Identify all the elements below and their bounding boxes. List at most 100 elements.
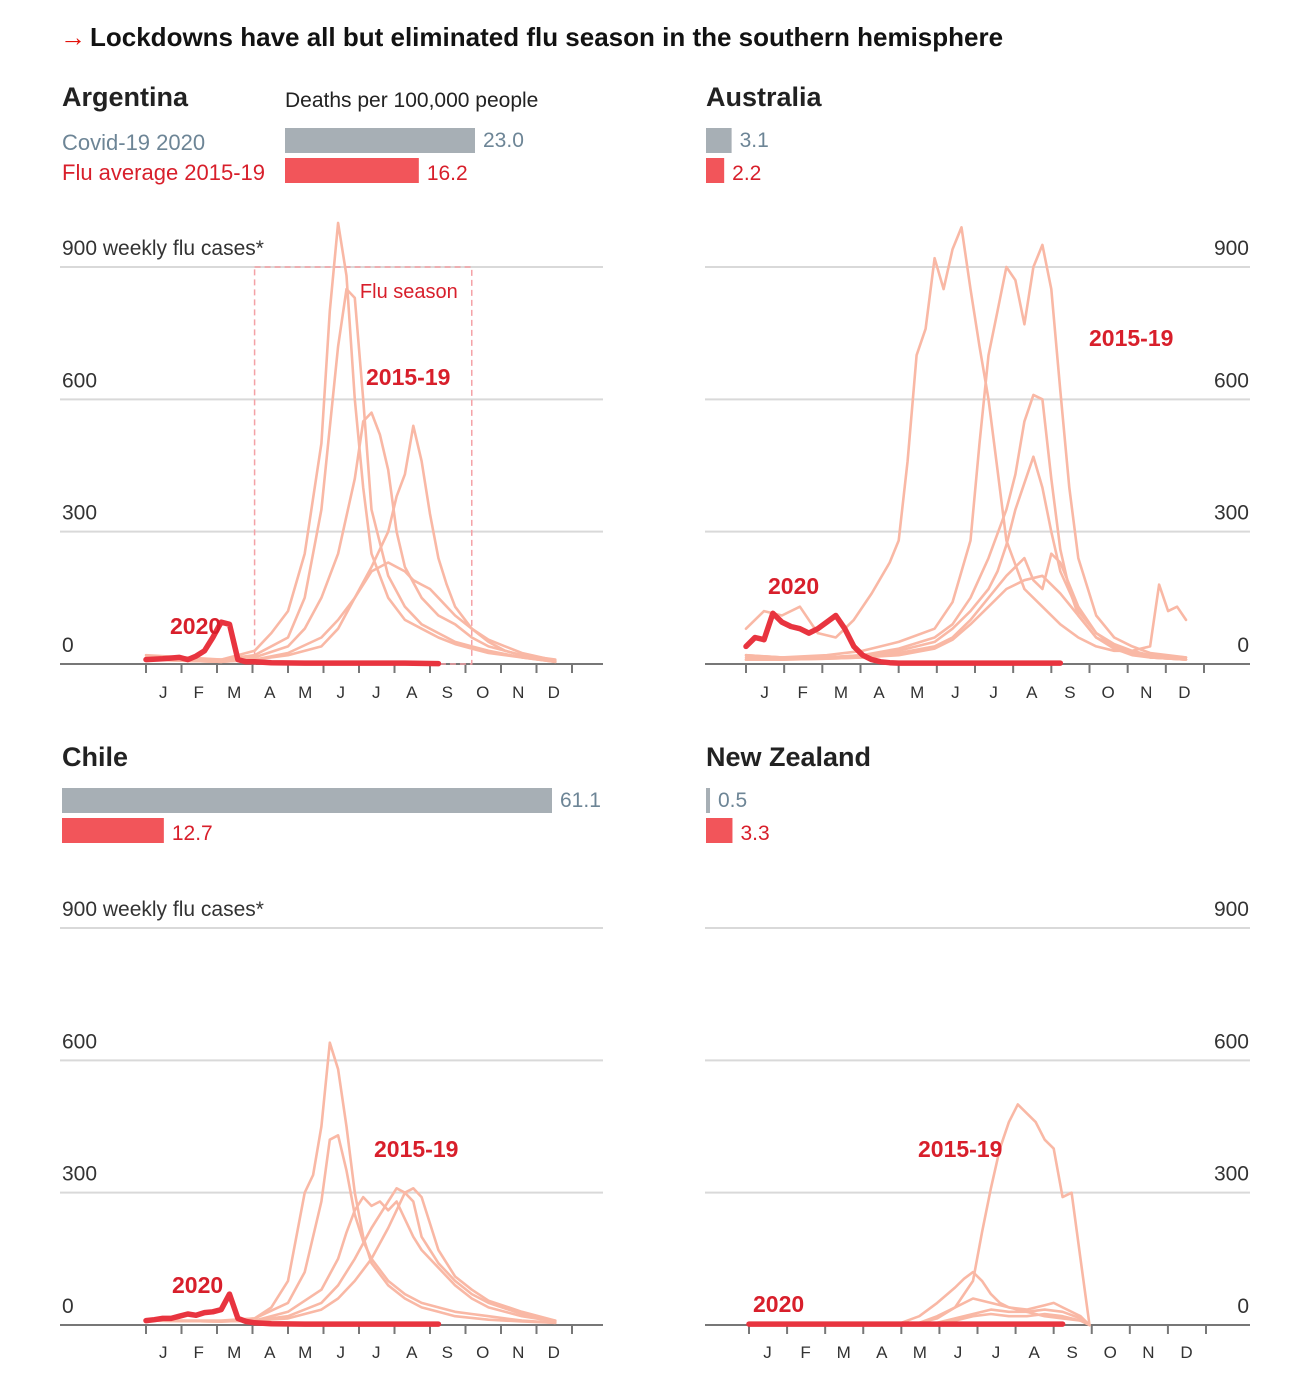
annotation-2015-19: 2015-19 — [918, 1136, 1002, 1162]
country-title: Chile — [62, 742, 128, 772]
x-tick-label: A — [406, 1343, 418, 1362]
y-tick-label: 300 — [62, 502, 97, 525]
annotation-2020: 2020 — [170, 613, 221, 639]
x-tick-label: O — [476, 1343, 490, 1362]
x-tick-label: J — [372, 683, 382, 702]
series-2020-line — [143, 1291, 442, 1327]
series-2015-19-line — [144, 411, 557, 664]
series-2015-19-line — [747, 1308, 1091, 1327]
annotation-2015-19: 2015-19 — [374, 1136, 458, 1162]
flu-death-value: 12.7 — [172, 822, 213, 845]
covid-death-bar — [285, 128, 475, 153]
country-title: Argentina — [62, 82, 189, 112]
flu-death-value: 3.3 — [740, 822, 769, 845]
x-tick-label: D — [1178, 683, 1191, 702]
x-tick-label: J — [337, 1343, 347, 1362]
series-2015-19-line — [747, 1297, 1091, 1327]
annotation-2020: 2020 — [753, 1291, 804, 1317]
y-tick-label: 300 — [1214, 1163, 1249, 1186]
x-tick-label: N — [1140, 683, 1153, 702]
x-tick-label: S — [1064, 683, 1076, 702]
x-tick-label: D — [548, 683, 561, 702]
x-tick-label: J — [760, 683, 770, 702]
covid-death-value: 61.1 — [560, 789, 601, 812]
annotation-2015-19: 2015-19 — [366, 364, 450, 390]
country-title: New Zealand — [706, 742, 871, 772]
x-tick-label: A — [264, 1343, 276, 1362]
y-tick-label: 600 — [1214, 369, 1249, 392]
x-tick-label: M — [913, 1343, 928, 1362]
x-tick-label: A — [1026, 683, 1038, 702]
series-2015-19-line — [744, 393, 1188, 661]
x-tick-label: F — [798, 683, 809, 702]
x-tick-label: M — [298, 683, 313, 702]
series-2015-19-line — [144, 1187, 557, 1323]
x-tick-label: F — [194, 683, 205, 702]
x-tick-label: J — [337, 683, 347, 702]
x-tick-label: F — [194, 1343, 205, 1362]
y-tick-label: 0 — [1237, 634, 1249, 657]
x-tick-label: J — [989, 683, 999, 702]
y-tick-label: 0 — [62, 634, 74, 657]
flu-death-bar — [706, 818, 733, 843]
series-2015-19-line — [144, 1187, 557, 1323]
legend-covid-label: Covid-19 2020 — [62, 130, 205, 155]
legend-flu-label: Flu average 2015-19 — [62, 160, 265, 185]
series-2015-19-line — [144, 1041, 557, 1325]
x-tick-label: A — [876, 1343, 888, 1362]
y-tick-label: 0 — [62, 1295, 74, 1318]
x-tick-label: J — [763, 1343, 773, 1362]
series-2015-19-line — [744, 243, 1188, 659]
y-tick-label: 900 weekly flu cases* — [62, 237, 264, 260]
x-tick-label: J — [951, 683, 961, 702]
x-tick-label: N — [512, 683, 525, 702]
y-tick-label: 600 — [62, 1030, 97, 1053]
series-2015-19-line — [144, 287, 557, 664]
panel-new-zealand: New Zealand 0.5 3.3 0 300 600 900 J F M A M J J A S O N D 2… — [705, 742, 1250, 1362]
x-tick-label: J — [159, 1343, 169, 1362]
panel-argentina: Argentina 23.0 16.2 0 300 600 900 weekly flu c… — [60, 82, 603, 702]
series-2020-line — [143, 619, 442, 667]
x-tick-label: S — [442, 1343, 454, 1362]
covid-death-bar — [706, 788, 711, 813]
y-tick-label: 900 weekly flu cases* — [62, 898, 264, 921]
x-tick-label: A — [873, 683, 885, 702]
x-tick-label: N — [512, 1343, 525, 1362]
x-tick-label: M — [834, 683, 849, 702]
flu-death-bar — [62, 818, 164, 843]
x-tick-label: F — [800, 1343, 811, 1362]
flu-death-bar — [706, 158, 725, 183]
annotation-2015-19: 2015-19 — [1089, 325, 1173, 351]
y-tick-label: 900 — [1214, 237, 1249, 260]
panel-australia: Australia 3.1 2.2 0 300 600 900 J F M A M J J A S O N D 201… — [705, 82, 1250, 702]
flu-season-label: Flu season — [360, 281, 458, 303]
legend-unit-label: Deaths per 100,000 people — [285, 89, 538, 112]
y-tick-label: 0 — [1237, 1295, 1249, 1318]
y-tick-label: 900 — [1214, 898, 1249, 921]
x-tick-label: J — [954, 1343, 964, 1362]
covid-death-bar — [706, 128, 732, 153]
chart-title: Lockdowns have all but eliminated flu se… — [90, 22, 1003, 52]
covid-death-value: 0.5 — [718, 789, 747, 812]
y-tick-label: 600 — [62, 369, 97, 392]
y-tick-label: 600 — [1214, 1030, 1249, 1053]
y-tick-label: 300 — [62, 1163, 97, 1186]
x-tick-label: A — [264, 683, 276, 702]
flu-death-value: 2.2 — [732, 162, 761, 185]
x-tick-label: J — [992, 1343, 1002, 1362]
series-2015-19-line — [144, 561, 557, 664]
x-tick-label: M — [298, 1343, 313, 1362]
x-tick-label: J — [372, 1343, 382, 1362]
flu-death-bar — [285, 158, 419, 183]
x-tick-label: O — [1104, 1343, 1118, 1362]
series-2015-19-line — [144, 221, 557, 664]
x-tick-label: M — [910, 683, 925, 702]
series-2015-19-line — [747, 1103, 1091, 1327]
title-arrow: → — [60, 22, 86, 52]
x-tick-label: M — [227, 1343, 242, 1362]
x-tick-label: A — [1028, 1343, 1040, 1362]
x-tick-label: D — [1180, 1343, 1193, 1362]
annotation-2020: 2020 — [172, 1272, 223, 1298]
x-tick-label: O — [476, 683, 490, 702]
